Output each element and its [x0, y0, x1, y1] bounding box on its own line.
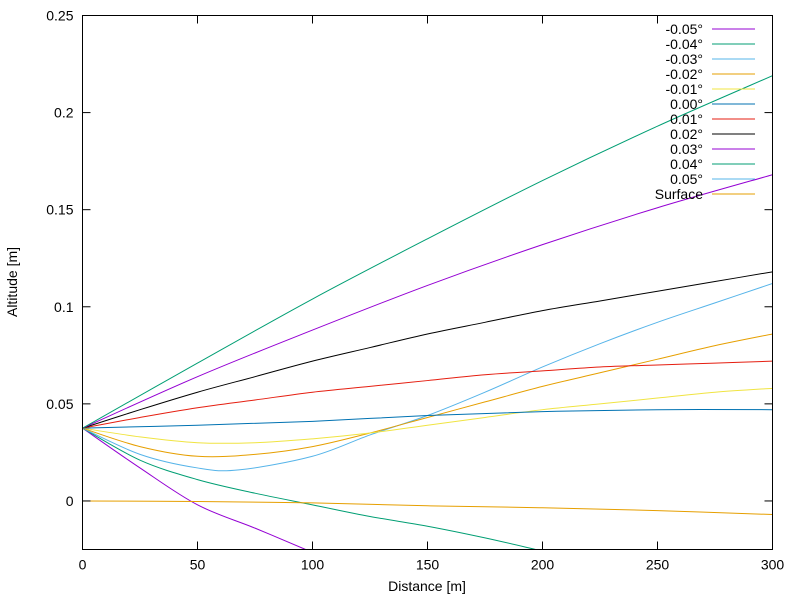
x-tick-label: 50: [190, 557, 206, 573]
legend: -0.05°-0.04°-0.03°-0.02°-0.01°0.00°0.01°…: [655, 21, 755, 202]
x-tick-label: 150: [416, 557, 440, 573]
y-axis: 0 0.05 0.1 0.15 0.2 0.25: [46, 8, 773, 509]
y-tick-label: 0.05: [46, 396, 73, 412]
legend-label-7: 0.02°: [670, 126, 703, 142]
legend-label-8: 0.03°: [670, 141, 703, 157]
series-layer: [82, 75, 773, 550]
y-tick-label: 0.25: [46, 8, 73, 24]
x-tick-label: 250: [646, 557, 670, 573]
x-tick-label: 100: [301, 557, 325, 573]
legend-label-2: -0.03°: [665, 51, 703, 67]
y-tick-label: 0: [66, 493, 74, 509]
legend-label-0: -0.05°: [665, 21, 703, 37]
legend-label-11: Surface: [655, 186, 703, 202]
legend-label-5: 0.00°: [670, 96, 703, 112]
legend-label-4: -0.01°: [665, 81, 703, 97]
series-line-8: [82, 174, 773, 429]
series-line-0: [82, 427, 306, 550]
series-line-11: [82, 500, 773, 516]
legend-label-6: 0.01°: [670, 111, 703, 127]
x-axis: 0 50 100 150 200 250 300: [79, 15, 785, 573]
series-line-5: [82, 409, 773, 429]
series-line-7: [82, 271, 773, 429]
y-tick-label: 0.15: [46, 202, 73, 218]
series-line-9: [82, 75, 773, 429]
series-line-6: [82, 360, 773, 429]
x-axis-label: Distance [m]: [388, 578, 466, 594]
series-line-3: [82, 333, 773, 458]
legend-label-3: -0.02°: [665, 66, 703, 82]
x-tick-label: 0: [79, 557, 87, 573]
series-line-2: [82, 282, 773, 472]
y-axis-label: Altitude [m]: [4, 247, 20, 317]
series-line-1: [82, 427, 536, 550]
x-tick-label: 300: [761, 557, 785, 573]
legend-label-9: 0.04°: [670, 156, 703, 172]
y-tick-label: 0.1: [54, 299, 74, 315]
x-tick-label: 200: [531, 557, 555, 573]
series-line-4: [82, 387, 773, 444]
legend-label-10: 0.05°: [670, 171, 703, 187]
legend-label-1: -0.04°: [665, 36, 703, 52]
y-tick-label: 0.2: [54, 105, 74, 121]
